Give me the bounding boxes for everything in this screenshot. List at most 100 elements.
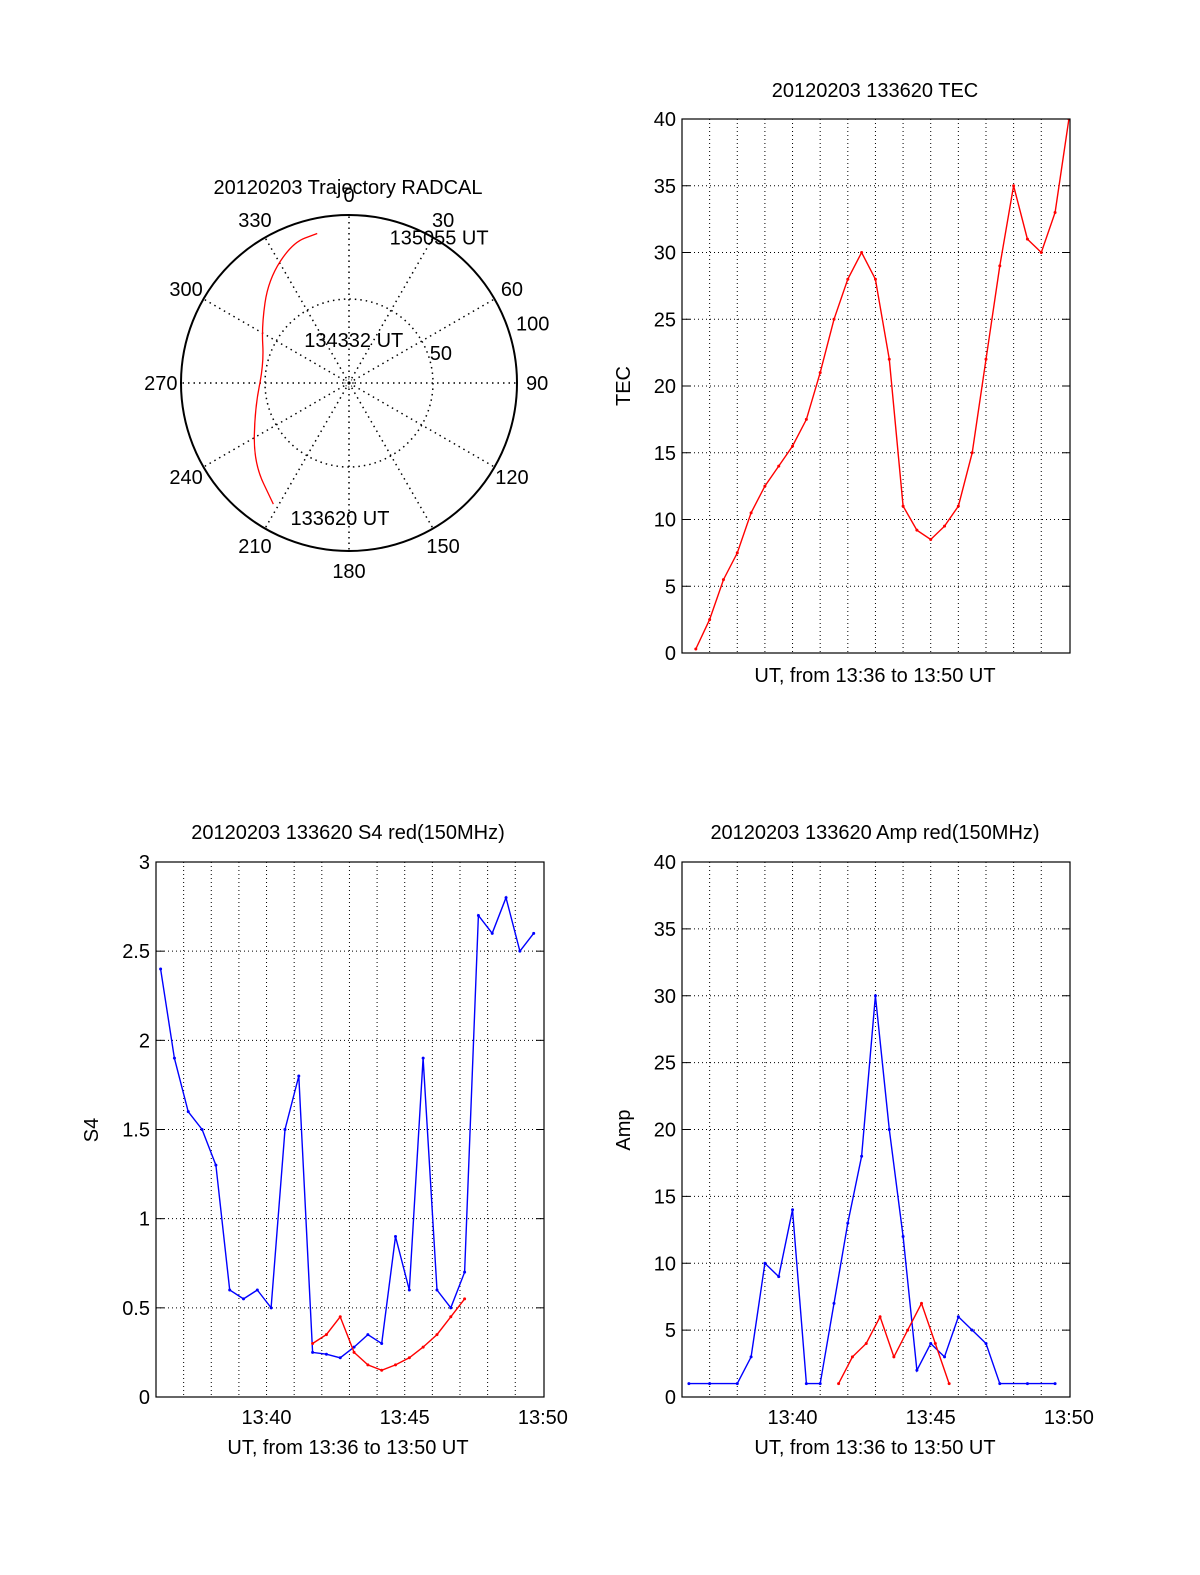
tec-ylabel: TEC	[613, 366, 635, 406]
amp-series	[687, 994, 1057, 1386]
tec-point-red	[735, 551, 739, 555]
tec-point-red	[956, 504, 960, 508]
amp-title: 20120203 133620 Amp red(150MHz)	[710, 822, 1039, 844]
amp-xtick-label: 13:40	[768, 1407, 818, 1429]
s4-point-blue	[255, 1288, 259, 1292]
polar-angle-tick-label: 90	[526, 373, 548, 395]
s4-point-blue	[297, 1074, 301, 1078]
s4-point-blue	[532, 931, 536, 935]
polar-spoke	[348, 298, 495, 384]
s4-ytick-label: 3	[139, 852, 150, 874]
s4-point-blue	[214, 1163, 218, 1167]
tec-point-red	[943, 524, 947, 528]
tec-point-red	[1039, 251, 1043, 254]
amp-ytick-label: 5	[665, 1320, 676, 1342]
polar-radius-tick-label: 100	[516, 313, 549, 335]
amp-point-blue	[791, 1208, 795, 1212]
s4-point-blue	[490, 931, 494, 935]
amp-point-red	[933, 1342, 937, 1345]
amp-ytick-label: 35	[654, 919, 676, 941]
tec-ytick-label: 40	[654, 109, 676, 131]
polar-center	[344, 378, 354, 388]
amp-point-blue	[735, 1382, 739, 1386]
amp-point-blue	[929, 1342, 933, 1345]
polar-angle-tick-label: 120	[495, 467, 528, 489]
s4-point-blue	[380, 1342, 384, 1345]
s4-point-red	[421, 1345, 425, 1349]
polar-angle-tick-label: 150	[426, 536, 459, 558]
tec-point-red	[708, 618, 712, 622]
polar-spoke	[264, 382, 350, 529]
amp-point-red	[920, 1301, 924, 1305]
s4-point-blue	[394, 1235, 398, 1238]
tec-point-red	[860, 251, 864, 254]
tec-panel: 20120203 133620 TEC UT, from 13:36 to 13…	[613, 80, 1071, 687]
amp-point-blue	[1025, 1382, 1029, 1386]
tec-point-red	[915, 528, 919, 532]
polar-spoke	[264, 237, 350, 384]
amp-ytick-label: 20	[654, 1120, 676, 1142]
polar-spoke	[203, 298, 350, 384]
amp-series-blue	[688, 995, 1056, 1385]
polar-angle-tick-label: 30	[432, 210, 454, 232]
amp-point-blue	[763, 1261, 767, 1265]
tec-series	[694, 119, 1070, 651]
s4-point-blue	[476, 914, 480, 917]
polar-spoke	[348, 237, 434, 384]
s4-xtick-label: 13:40	[242, 1407, 292, 1429]
s4-point-red	[338, 1315, 342, 1319]
tec-point-red	[749, 511, 753, 515]
amp-ytick-label: 10	[654, 1253, 676, 1275]
amp-xtick-label: 13:50	[1044, 1407, 1094, 1429]
amp-point-blue	[832, 1301, 836, 1305]
amp-point-blue	[998, 1382, 1002, 1386]
s4-point-blue	[324, 1352, 328, 1356]
amp-point-blue	[818, 1382, 822, 1386]
s4-point-blue	[159, 967, 163, 971]
polar-angle-tick-label: 210	[238, 536, 271, 558]
amp-xlabel: UT, from 13:36 to 13:50 UT	[754, 1437, 995, 1459]
polar-spoke	[348, 382, 495, 468]
tec-ytick-label: 30	[654, 243, 676, 265]
s4-point-blue	[463, 1270, 467, 1274]
s4-point-blue	[352, 1345, 356, 1349]
tec-point-red	[804, 417, 808, 421]
s4-point-blue	[172, 1056, 176, 1060]
s4-series-red	[312, 1298, 466, 1372]
amp-ylabel: Amp	[613, 1109, 635, 1150]
polar-angle-tick-label: 240	[169, 467, 202, 489]
tec-ytick-label: 35	[654, 176, 676, 198]
amp-point-red	[906, 1328, 910, 1332]
s4-point-blue	[449, 1306, 453, 1310]
polar-angle-tick-label: 330	[238, 210, 271, 232]
s4-point-blue	[186, 1110, 190, 1114]
polar-time-annotation: 133620 UT	[291, 508, 390, 530]
s4-point-blue	[518, 949, 522, 953]
polar-ring-outer	[180, 214, 518, 552]
polar-title: 20120203 Trajectory RADCAL	[213, 177, 482, 199]
amp-point-blue	[687, 1382, 691, 1386]
amp-point-red	[864, 1342, 868, 1345]
amp-xtick-label: 13:45	[906, 1407, 956, 1429]
amp-point-red	[878, 1315, 882, 1319]
s4-point-blue	[269, 1306, 273, 1310]
s4-point-red	[352, 1350, 356, 1354]
s4-point-blue	[242, 1297, 246, 1301]
polar-time-annotation: 134332 UT	[304, 330, 403, 352]
amp-grid	[682, 861, 1070, 1398]
s4-point-blue	[435, 1288, 439, 1292]
tec-ytick-label: 5	[665, 576, 676, 598]
s4-series-blue	[159, 895, 535, 1359]
s4-point-red	[463, 1297, 467, 1301]
amp-point-red	[892, 1355, 896, 1359]
polar-time-annotation: 135055 UT	[390, 227, 489, 249]
polar-trajectory-line	[253, 232, 318, 505]
s4-ytick-label: 0.5	[122, 1298, 150, 1320]
tec-point-red	[694, 647, 698, 651]
tec-point-red	[984, 357, 988, 361]
amp-ytick-label: 25	[654, 1053, 676, 1075]
amp-point-blue	[804, 1382, 808, 1386]
amp-point-blue	[749, 1355, 753, 1359]
amp-point-blue	[777, 1275, 781, 1279]
amp-ytick-label: 15	[654, 1186, 676, 1208]
